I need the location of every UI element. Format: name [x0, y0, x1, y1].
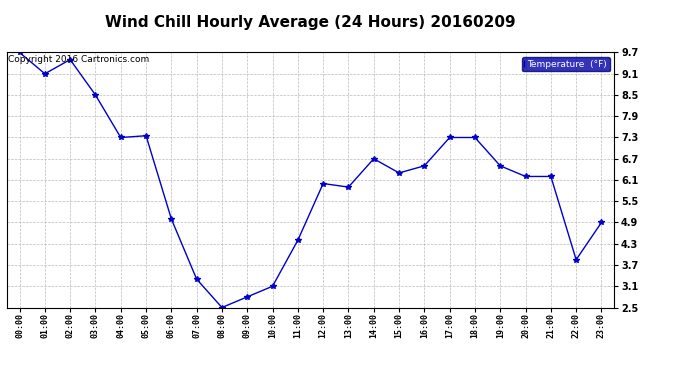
Text: Wind Chill Hourly Average (24 Hours) 20160209: Wind Chill Hourly Average (24 Hours) 201… [105, 15, 516, 30]
Legend: Temperature  (°F): Temperature (°F) [522, 57, 609, 71]
Text: Copyright 2016 Cartronics.com: Copyright 2016 Cartronics.com [8, 55, 149, 64]
